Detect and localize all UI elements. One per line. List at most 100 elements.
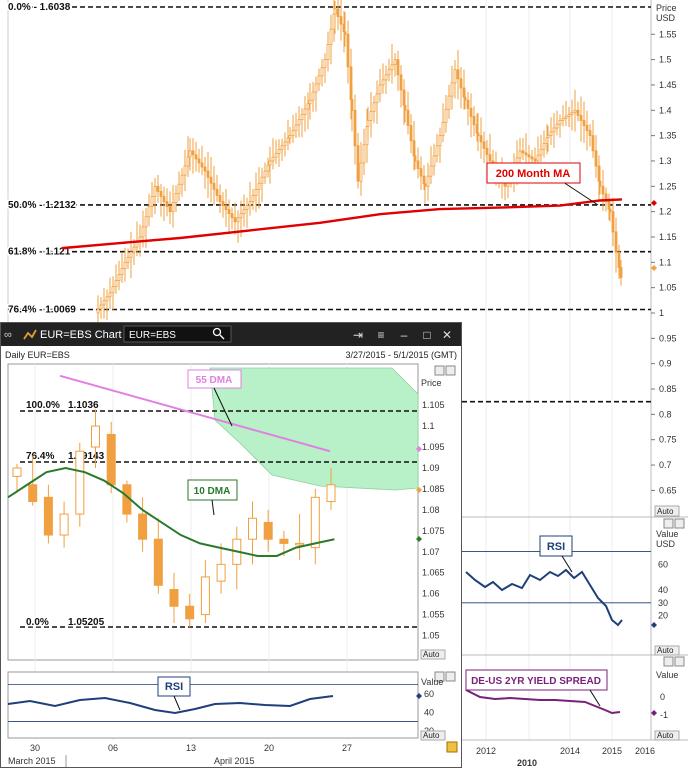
rsi-pane-close-icon[interactable] [674, 518, 685, 529]
monthly-candle-body [274, 152, 278, 158]
monthly-candle-body [598, 180, 602, 187]
maximize-window-icon[interactable]: □ [423, 328, 430, 342]
daily-candle-body [326, 484, 336, 503]
monthly-candle-body [239, 213, 243, 219]
rsi-tick-label: 30 [658, 598, 668, 608]
minimize-window-icon[interactable]: – [401, 328, 408, 342]
rsi-pane-minimize-icon[interactable] [663, 518, 674, 529]
monthly-candle-body [188, 150, 192, 158]
monthly-candle-body [162, 196, 166, 202]
insert-chart-icon[interactable]: ⇥ [353, 328, 363, 342]
monthly-candle-body [96, 308, 100, 314]
daily-fib-value: 1.09143 [68, 451, 105, 462]
menu-icon[interactable]: ≡ [377, 328, 384, 342]
daily-candle-body [91, 425, 100, 448]
monthly-candle-body [423, 183, 427, 187]
daily-candle-body [153, 538, 163, 586]
monthly-candle-body [339, 16, 343, 25]
daily-candle-body [75, 450, 85, 515]
price-tick-label: 0.85 [659, 384, 677, 394]
monthly-candle-body [203, 166, 207, 172]
monthly-candle-body [393, 59, 397, 66]
ric-search-input[interactable] [123, 325, 232, 343]
daily-rsi-line [7, 695, 334, 715]
daily-candle-body [43, 496, 53, 536]
daily-candle-body [185, 605, 195, 620]
monthly-candle-body [604, 193, 608, 202]
monthly-candle-body [150, 196, 154, 207]
daily-pane-close-icon[interactable] [445, 365, 456, 376]
daily-rsi-auto-button[interactable] [420, 730, 446, 741]
monthly-candle-body [206, 170, 210, 178]
daily-price-axis-marker [416, 487, 422, 493]
spread-auto-button[interactable] [654, 730, 680, 741]
price-tick-label: 1.55 [659, 29, 677, 39]
daily-candle-body [169, 588, 179, 607]
monthly-candle-body [579, 114, 583, 121]
monthly-candle-body [438, 135, 442, 147]
monthly-candle-body [336, 8, 340, 17]
search-icon[interactable] [212, 327, 222, 337]
monthly-candle-body [266, 164, 270, 172]
monthly-candle-body [416, 160, 420, 169]
dma55-axis-marker [416, 446, 422, 452]
monthly-candle-body [366, 120, 370, 127]
monthly-candle-body [156, 185, 160, 192]
daily-x-tick: 27 [342, 743, 352, 753]
monthly-candle-body [171, 202, 175, 213]
monthly-candle-body [230, 213, 234, 219]
monthly-candle-body [585, 125, 589, 131]
spread-pane-close-icon[interactable] [674, 656, 685, 667]
price-auto-button[interactable] [654, 505, 680, 517]
monthly-candle-body [99, 304, 103, 310]
monthly-candle-body [381, 79, 385, 86]
rsi-axis-marker [651, 622, 657, 628]
price-auto-label: Auto [657, 507, 674, 516]
monthly-candle-body [614, 231, 618, 253]
monthly-candle-body [482, 141, 486, 149]
monthly-candle-body [215, 188, 219, 196]
rsi-auto-button[interactable] [654, 645, 680, 656]
monthly-candle-body [608, 208, 612, 213]
monthly-candle-body [224, 205, 228, 211]
monthly-candle-body [594, 150, 598, 167]
daily-rsi-pane-close-icon[interactable] [445, 671, 456, 682]
close-window-icon[interactable]: ✕ [442, 328, 452, 342]
monthly-candle-body [144, 216, 148, 228]
monthly-x-tick: 2015 [602, 746, 622, 756]
daily-candle-body [310, 496, 320, 549]
ma-callout-label: 200 Month MA [496, 168, 571, 180]
daily-candle-body [106, 433, 116, 486]
resize-grip-icon[interactable] [446, 741, 458, 753]
daily-rsi-pane-minimize-icon[interactable] [434, 671, 445, 682]
monthly-candle-body [300, 113, 304, 121]
daily-ichimoku-cloud [209, 367, 419, 491]
daily-x-tick: 13 [186, 743, 196, 753]
monthly-candle-body [576, 109, 580, 116]
monthly-candle-body [459, 78, 463, 89]
monthly-candle-body [611, 211, 615, 233]
spread-axis-title: Value [656, 670, 678, 680]
monthly-candle-body [242, 209, 246, 215]
monthly-candle-body [233, 217, 237, 223]
monthly-candle-body [469, 107, 473, 117]
price-tick-label: 1.45 [659, 80, 677, 90]
monthly-rsi-callout-pointer [561, 555, 573, 573]
daily-auto-button[interactable] [420, 649, 446, 660]
monthly-candle-body [227, 209, 231, 215]
spread-pane-minimize-icon[interactable] [663, 656, 674, 667]
monthly-candle-body [286, 137, 290, 143]
daily-candle-body [279, 538, 289, 544]
monthly-candle-body [555, 123, 559, 129]
monthly-candle-body [390, 64, 394, 71]
monthly-candle-body [180, 174, 184, 185]
monthly-candle-body [435, 145, 439, 157]
daily-pane-minimize-icon[interactable] [434, 365, 445, 376]
fib-level-label: 50.0% - 1.2132 [8, 200, 76, 211]
monthly-candle-body [441, 122, 445, 137]
fib-level-label: 0.0% - 1.6038 [8, 2, 71, 13]
monthly-candle-body [524, 152, 528, 156]
monthly-candle-body [536, 154, 540, 162]
daily-candle-body [216, 563, 226, 582]
monthly-candle-body [561, 117, 565, 121]
